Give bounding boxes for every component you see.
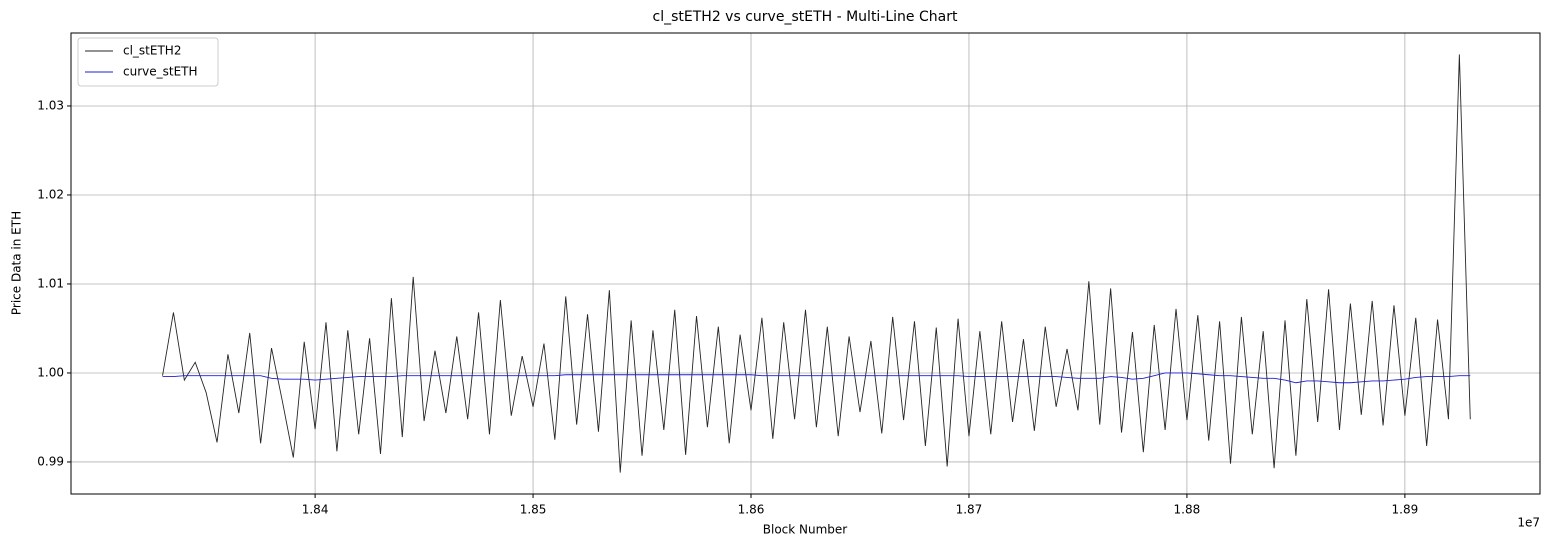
x-offset-label: 1e7 — [1517, 516, 1540, 530]
x-tick-label: 1.87 — [956, 503, 983, 517]
y-tick-label: 1.01 — [37, 276, 64, 290]
x-axis-label: Block Number — [763, 523, 848, 537]
y-tick-label: 1.03 — [37, 98, 64, 112]
chart-title: cl_stETH2 vs curve_stETH - Multi-Line Ch… — [653, 9, 958, 25]
legend-label: curve_stETH — [123, 65, 198, 79]
x-tick-label: 1.85 — [520, 503, 547, 517]
x-tick-label: 1.89 — [1392, 503, 1419, 517]
plot-frame — [70, 32, 1541, 495]
y-axis-label: Price Data in ETH — [10, 211, 24, 315]
legend-label: cl_stETH2 — [123, 44, 181, 58]
legend-box — [77, 37, 219, 87]
series-line — [162, 372, 1471, 384]
x-tick-label: 1.84 — [302, 503, 329, 517]
y-tick-label: 0.99 — [37, 454, 64, 468]
x-tick-label: 1.86 — [738, 503, 765, 517]
y-tick-label: 1.02 — [37, 187, 64, 201]
y-tick-label: 1.00 — [37, 365, 64, 379]
series-line — [162, 54, 1471, 473]
x-tick-label: 1.88 — [1174, 503, 1201, 517]
